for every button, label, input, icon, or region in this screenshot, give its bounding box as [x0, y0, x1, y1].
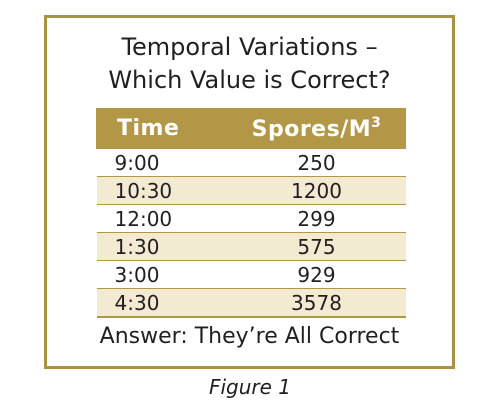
spore-count-table: Time Spores/M3 9:00 250 10:30 1200 12:00…	[96, 108, 406, 318]
spores-cell: 250	[227, 148, 406, 177]
time-cell: 12:00	[96, 204, 228, 233]
time-cell: 10:30	[96, 176, 228, 205]
time-cell: 3:00	[96, 260, 228, 289]
spores-cell: 1200	[227, 176, 406, 205]
time-column-header: Time	[96, 108, 228, 149]
header-row: Time Spores/M3	[96, 108, 406, 149]
time-cell: 4:30	[96, 288, 228, 318]
figure-frame: Temporal Variations – Which Value is Cor…	[44, 15, 455, 369]
table-row: 10:30 1200	[96, 176, 406, 205]
table-row: 9:00 250	[96, 148, 406, 177]
spores-header-text: Spores/M	[251, 117, 372, 142]
table-row: 1:30 575	[96, 232, 406, 261]
time-cell: 1:30	[96, 232, 228, 261]
spores-header-superscript: 3	[371, 115, 382, 131]
time-cell: 9:00	[96, 148, 228, 177]
table-title: Temporal Variations – Which Value is Cor…	[47, 31, 452, 97]
table-row: 4:30 3578	[96, 288, 406, 318]
spores-cell: 575	[227, 232, 406, 261]
spores-column-header: Spores/M3	[227, 108, 406, 149]
spores-cell: 3578	[227, 288, 406, 318]
title-line-2: Which Value is Correct?	[108, 66, 391, 94]
spores-cell: 929	[227, 260, 406, 289]
spores-cell: 299	[227, 204, 406, 233]
table-row: 3:00 929	[96, 260, 406, 289]
answer-text: Answer: They’re All Correct	[99, 324, 400, 349]
figure-caption: Figure 1	[208, 375, 292, 399]
title-line-1: Temporal Variations –	[121, 33, 378, 61]
table-row: 12:00 299	[96, 204, 406, 233]
